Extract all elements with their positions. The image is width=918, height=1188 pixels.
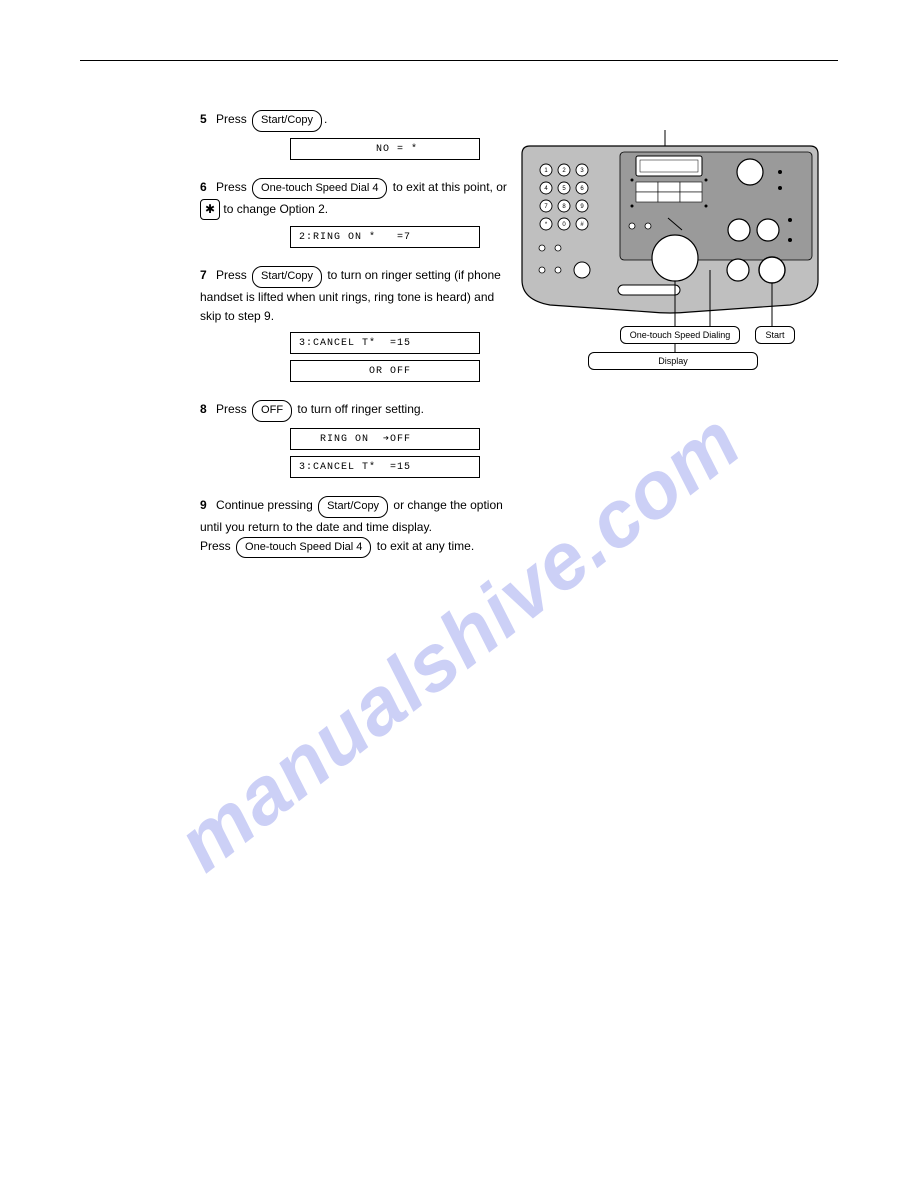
step-7: 7 Press Start/Copy to turn on ringer set… — [200, 266, 510, 382]
step-text: to exit at any time. — [373, 539, 474, 553]
control-panel-diagram: 123 456 789 *0# One-touch Speed — [520, 130, 820, 375]
lcd-display: 3:CANCEL T* =15 — [290, 332, 480, 354]
step-8: 8 Press OFF to turn off ringer setting. … — [200, 400, 510, 478]
step-5: 5 Press Start/Copy. NO = * — [200, 110, 510, 160]
key-otsd4: One-touch Speed Dial 4 — [236, 537, 371, 559]
key-start-copy: Start/Copy — [252, 110, 322, 132]
step-6: 6 Press One-touch Speed Dial 4 to exit a… — [200, 178, 510, 249]
step-text: Press — [216, 180, 250, 194]
key-start-copy: Start/Copy — [252, 266, 322, 288]
step-number: 8 — [200, 402, 207, 416]
lcd-display: OR OFF — [290, 360, 480, 382]
label-otsd: One-touch Speed Dialing — [620, 326, 740, 344]
lcd-display: RING ON ➔OFF — [290, 428, 480, 450]
key-off: OFF — [252, 400, 292, 422]
step-text: to turn off ringer setting. — [294, 402, 424, 416]
step-number: 7 — [200, 268, 207, 282]
lcd-display: 3:CANCEL T* =15 — [290, 456, 480, 478]
top-rule — [80, 60, 838, 61]
step-number: 5 — [200, 112, 207, 126]
step-text: to exit at this point, or — [389, 180, 506, 194]
step-number: 9 — [200, 498, 207, 512]
step-number: 6 — [200, 180, 207, 194]
step-text: Press — [216, 112, 250, 126]
step-text: Press — [216, 402, 250, 416]
key-start-copy: Start/Copy — [318, 496, 388, 518]
label-display: Display — [588, 352, 758, 370]
step-text: to change Option 2. — [220, 202, 328, 216]
key-otsd4: One-touch Speed Dial 4 — [252, 178, 387, 200]
step-9: 9 Continue pressing Start/Copy or change… — [200, 496, 510, 558]
step-text: Continue pressing — [216, 498, 316, 512]
lcd-display: 2:RING ON * =7 — [290, 226, 480, 248]
label-start: Start — [755, 326, 795, 344]
step-text: Press — [216, 268, 250, 282]
instruction-steps: 5 Press Start/Copy. NO = * 6 Press One-t… — [200, 110, 510, 576]
step-text: . — [324, 112, 327, 126]
lcd-display: NO = * — [290, 138, 480, 160]
key-star: ✱ — [200, 199, 220, 220]
